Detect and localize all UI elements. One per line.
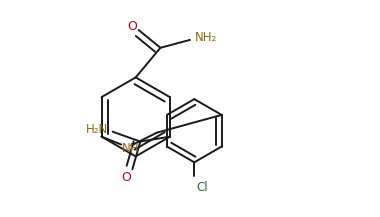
Text: O: O	[127, 20, 137, 33]
Text: NH: NH	[122, 142, 140, 155]
Text: Cl: Cl	[196, 181, 208, 194]
Text: H₂N: H₂N	[86, 123, 108, 136]
Text: O: O	[122, 171, 131, 184]
Text: NH₂: NH₂	[195, 31, 217, 44]
